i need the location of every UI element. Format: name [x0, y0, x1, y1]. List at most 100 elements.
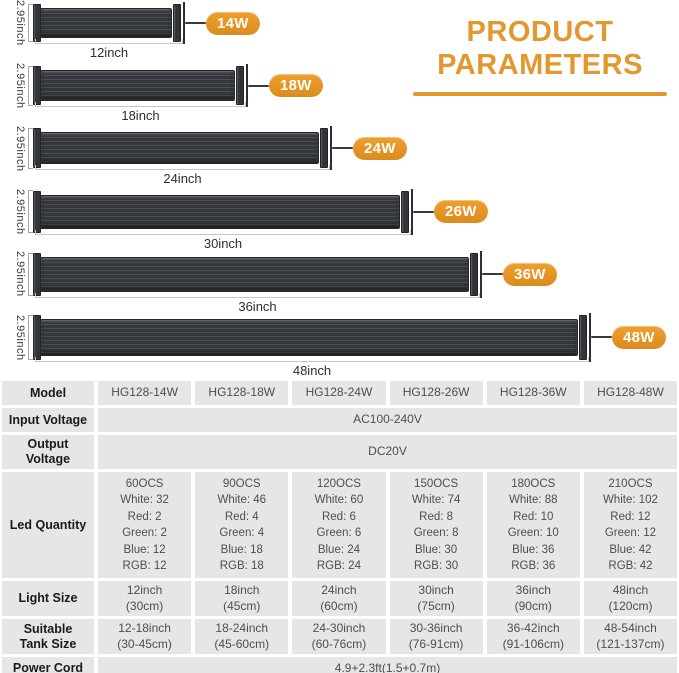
table-cell: 24inch (60cm)	[292, 581, 386, 616]
height-dim: 2.95inch	[6, 251, 33, 298]
power-cable-icon	[332, 147, 353, 150]
height-label: 2.95inch	[14, 314, 26, 361]
cell-line: White: 88	[508, 494, 558, 506]
watt-badge: 24W	[353, 136, 407, 160]
table-cell: 36inch (90cm)	[486, 581, 580, 616]
height-dim: 2.95inch	[6, 62, 33, 109]
table-cell: 30-36inch (76-91cm)	[389, 619, 483, 654]
watt-badge: 48W	[612, 325, 666, 349]
cell-line: 18-24inch	[215, 621, 269, 635]
cell-line: 180OCS	[511, 477, 556, 490]
cell-line: 60OCS	[125, 477, 164, 490]
light-bar: 18inch	[33, 64, 248, 123]
row-label-line: Tank Size	[19, 636, 77, 651]
row-label: Led Quantity	[2, 472, 94, 578]
height-label: 2.95inch	[14, 125, 26, 172]
cell-line: Green: 4	[219, 527, 265, 539]
cell-line: 18inch	[224, 583, 260, 597]
table-cell: HG128-14W	[98, 381, 192, 405]
light-bar: 12inch	[33, 2, 185, 60]
light-bar: 48inch	[33, 312, 591, 378]
table-cell: 36-42inch (91-106cm)	[486, 619, 580, 654]
cell-line: (76-91cm)	[408, 636, 464, 651]
table-cell-merged: DC20V	[98, 435, 677, 469]
height-dim: 2.95inch	[6, 188, 33, 235]
cell-line: (75cm)	[417, 598, 455, 613]
cell-line: 36-42inch	[506, 621, 560, 635]
cell-line: RGB: 30	[414, 560, 459, 572]
cell-line: (30-45cm)	[117, 636, 172, 651]
bar-end-cap-right	[173, 4, 181, 42]
cell-line: Red: 12	[610, 510, 651, 523]
width-measure	[35, 356, 589, 362]
light-row: 2.95inch 24inch 24W	[6, 126, 676, 188]
cell-line: (121-137cm)	[596, 636, 665, 651]
lights-section: 2.95inch 12inch 14W 2.95inch 18inch 18W 2.95in…	[6, 0, 676, 378]
cell-line: Blue: 42	[609, 543, 652, 556]
cell-line: Red: 10	[513, 510, 554, 523]
spec-table: Model HG128-14W HG128-18W HG128-24W HG128-26…	[2, 381, 678, 673]
bar-end-cap-right	[236, 66, 244, 106]
table-row: Power Cord 4.9+2.3ft(1.5+0.7m)	[2, 657, 677, 673]
light-row: 2.95inch 36inch 36W	[6, 250, 676, 314]
cell-line: Red: 6	[321, 510, 356, 523]
cell-line: 12inch	[126, 583, 163, 597]
page-title-line2: PARAMETERS	[437, 49, 643, 81]
bar-end-cap-right	[320, 128, 328, 169]
height-dim: 2.95inch	[6, 314, 33, 361]
cell-line: (60-76cm)	[311, 636, 367, 651]
cell-line: 48inch	[612, 583, 649, 597]
row-label: Output Voltage	[2, 435, 94, 469]
cell-line: Green: 6	[316, 527, 362, 539]
table-cell: 12-18inch (30-45cm)	[98, 619, 192, 654]
watt-badge: 18W	[269, 74, 323, 98]
table-cell: 48-54inch (121-137cm)	[583, 619, 678, 654]
cell-line: 36inch	[515, 583, 551, 597]
table-cell: 60OCS White: 32 Red: 2 Green: 2 Blue: 12 RGB:…	[98, 472, 192, 578]
cell-line: 210OCS	[608, 477, 653, 490]
height-label: 2.95inch	[14, 188, 26, 235]
light-row: 2.95inch 30inch 26W	[6, 188, 676, 251]
length-label: 30inch	[203, 235, 243, 251]
height-label: 2.95inch	[14, 0, 26, 46]
cell-line: Blue: 18	[220, 543, 263, 556]
height-label: 2.95inch	[14, 62, 26, 109]
row-label: Suitable Tank Size	[2, 619, 94, 654]
height-label: 2.95inch	[14, 251, 26, 298]
bar-end-cap-right	[470, 252, 478, 296]
cell-line: White: 102	[602, 494, 658, 506]
cell-line: White: 46	[217, 494, 267, 506]
bar-end-cap-right	[401, 190, 409, 233]
height-bracket	[28, 128, 33, 169]
table-cell: 120OCS White: 60 Red: 6 Green: 6 Blue: 24 RGB…	[292, 472, 386, 578]
cell-line: 150OCS	[414, 477, 459, 490]
row-label: Input Voltage	[2, 408, 94, 432]
cell-line: Green: 12	[604, 527, 657, 539]
cell-line: RGB: 12	[122, 560, 167, 572]
cell-line: 12-18inch	[118, 621, 171, 635]
power-cable-icon	[185, 22, 206, 24]
table-cell-merged: 4.9+2.3ft(1.5+0.7m)	[98, 657, 677, 673]
row-label: Light Size	[2, 581, 94, 616]
bar-body	[40, 132, 319, 165]
light-row: 2.95inch 12inch 14W	[6, 0, 676, 64]
table-cell: 18inch (45cm)	[195, 581, 289, 616]
cell-line: (90cm)	[514, 598, 552, 613]
cell-line: Blue: 30	[415, 543, 458, 556]
cell-line: White: 32	[120, 494, 169, 506]
bar-body	[40, 194, 400, 229]
height-dim: 2.95inch	[6, 125, 33, 172]
cell-line: (45cm)	[223, 598, 261, 613]
row-label: Model	[2, 381, 94, 405]
cell-line: Blue: 12	[123, 543, 166, 556]
cell-line: Green: 10	[507, 527, 559, 539]
cell-line: White: 60	[314, 494, 364, 506]
table-row: Input Voltage AC100-240V	[2, 408, 677, 432]
width-measure	[35, 229, 411, 235]
table-cell: 150OCS White: 74 Red: 8 Green: 8 Blue: 30 RGB…	[389, 472, 483, 578]
cell-line: Green: 8	[413, 527, 459, 539]
power-cable-icon	[591, 336, 612, 339]
row-label-line: Output	[27, 437, 69, 451]
cell-line: Blue: 24	[317, 543, 361, 556]
height-bracket	[28, 252, 33, 296]
